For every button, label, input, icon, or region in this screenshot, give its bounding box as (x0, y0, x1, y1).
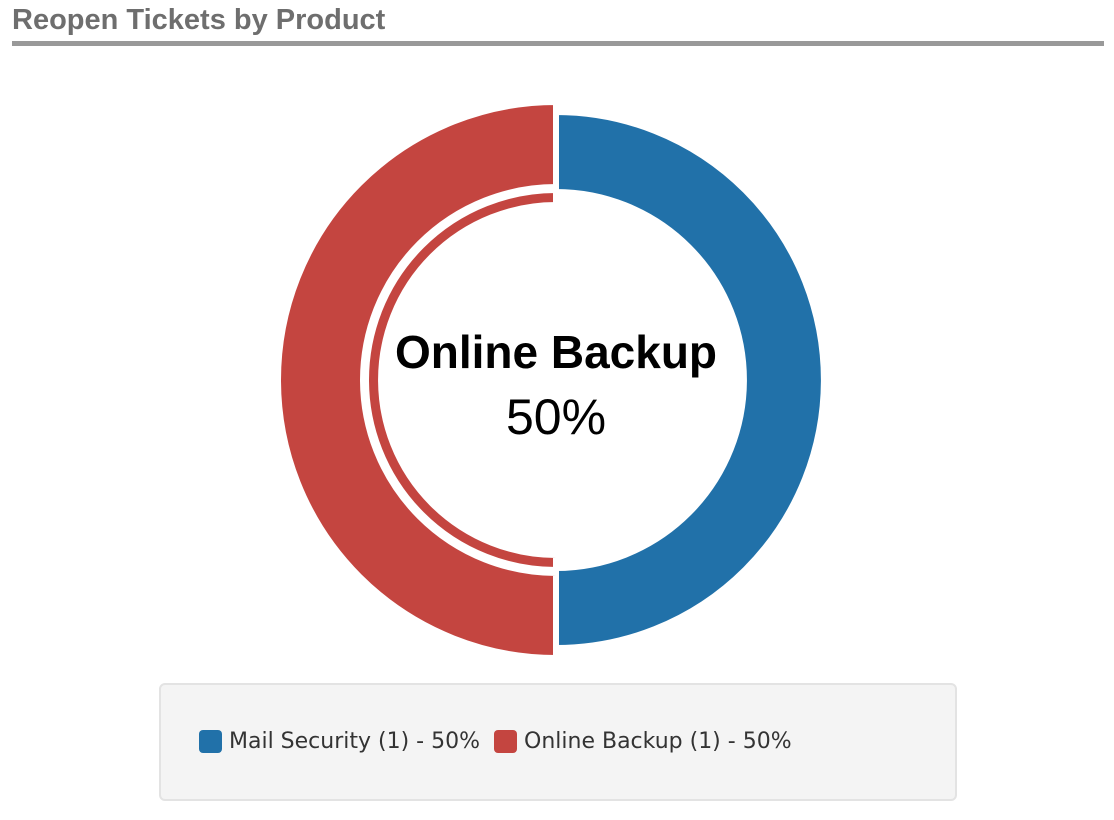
chart-legend: Mail Security (1) - 50% Online Backup (1)… (159, 683, 957, 801)
donut-slice-highlight-ring (363, 186, 559, 574)
legend-label: Mail Security (1) - 50% (229, 729, 481, 754)
center-label-name: Online Backup (395, 326, 717, 378)
legend-swatch (199, 730, 222, 753)
donut-slice-online-backup[interactable] (275, 98, 559, 662)
legend-item-mail-security[interactable]: Mail Security (1) - 50% (199, 729, 480, 754)
center-label-value: 50% (506, 389, 606, 445)
donut-slice-mail-security[interactable] (553, 108, 827, 652)
legend-swatch (494, 730, 518, 753)
legend-item-online-backup[interactable]: Online Backup (1) - 50% (494, 729, 792, 754)
donut-chart: Online Backup 50% (275, 98, 827, 662)
legend-label: Online Backup (1) - 50% (524, 729, 792, 754)
panel-header: Reopen Tickets by Product (12, 0, 1104, 46)
panel-title: Reopen Tickets by Product (12, 4, 386, 36)
